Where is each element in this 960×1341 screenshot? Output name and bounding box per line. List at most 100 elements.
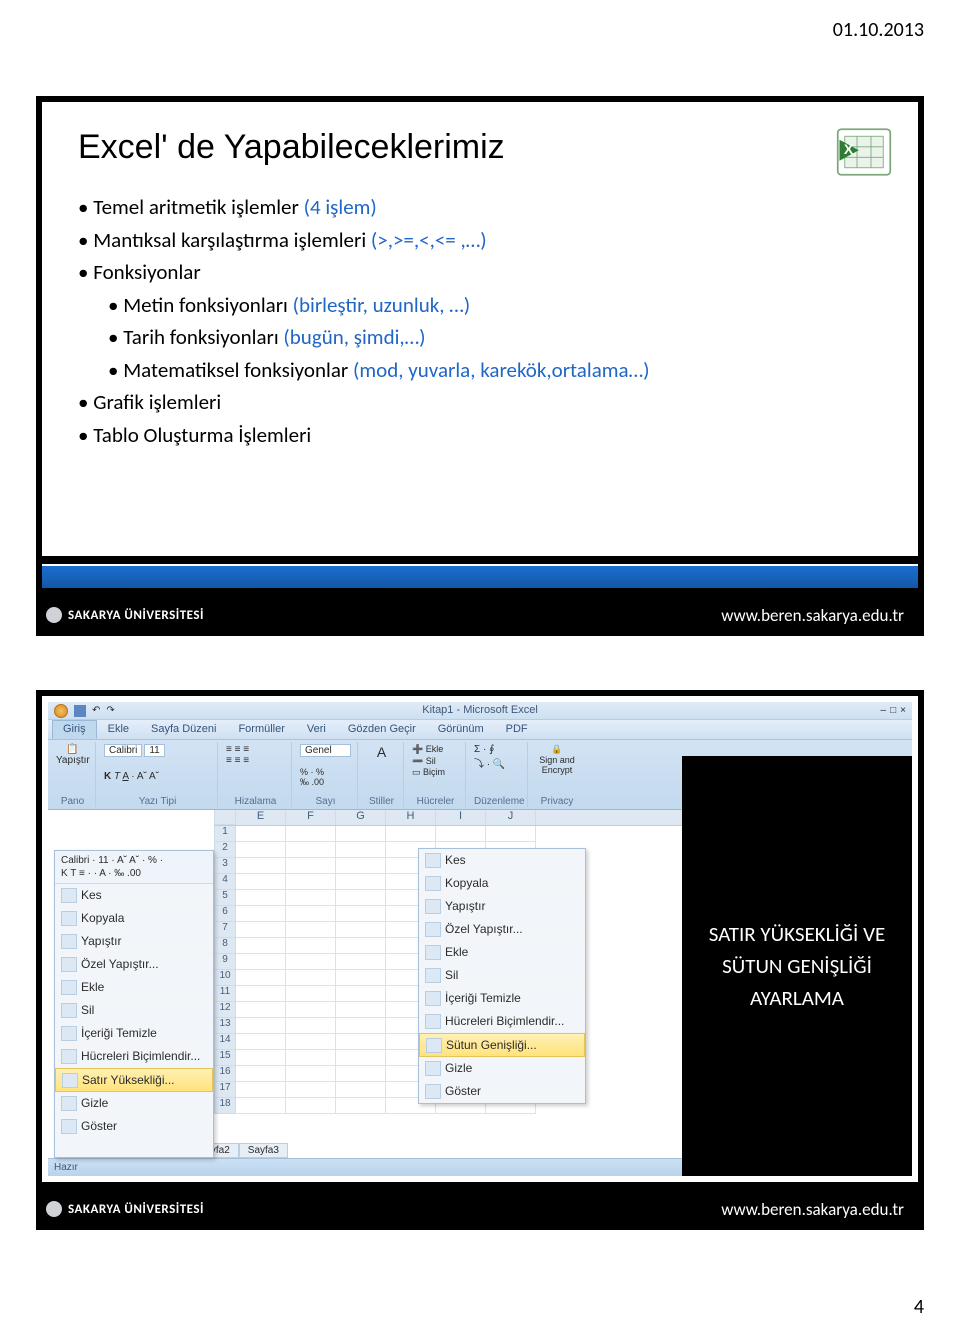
format-button[interactable]: ▭ Biçim — [412, 767, 459, 779]
row-header[interactable]: 14 — [214, 1034, 236, 1050]
ctx2-item[interactable]: İçeriği Temizle — [419, 987, 585, 1010]
italic-button[interactable]: T — [114, 771, 120, 782]
cell[interactable] — [486, 826, 536, 842]
cell[interactable] — [436, 826, 486, 842]
cell[interactable] — [286, 842, 336, 858]
insert-button[interactable]: ➕ Ekle — [412, 744, 459, 756]
cell[interactable] — [286, 1050, 336, 1066]
cell[interactable] — [386, 826, 436, 842]
cell[interactable] — [236, 1066, 286, 1082]
row-header[interactable]: 17 — [214, 1082, 236, 1098]
cell[interactable] — [336, 1066, 386, 1082]
ctx-item[interactable]: Özel Yapıştır... — [55, 953, 213, 976]
ctx-item[interactable]: Yapıştır — [55, 930, 213, 953]
ctx-item[interactable]: Kopyala — [55, 907, 213, 930]
tab-pdf[interactable]: PDF — [495, 720, 539, 739]
ctx2-item[interactable]: Yapıştır — [419, 895, 585, 918]
row-header[interactable]: 1 — [214, 826, 236, 842]
col-header[interactable]: G — [336, 810, 386, 825]
close-icon[interactable]: × — [900, 705, 906, 716]
ctx-item[interactable]: Göster — [55, 1115, 213, 1138]
cell[interactable] — [286, 922, 336, 938]
cell[interactable] — [286, 1066, 336, 1082]
row-header[interactable]: 16 — [214, 1066, 236, 1082]
cell[interactable] — [236, 1018, 286, 1034]
cell[interactable] — [236, 1002, 286, 1018]
ctx-item[interactable]: Gizle — [55, 1092, 213, 1115]
undo-icon[interactable]: ↶ — [92, 705, 100, 716]
cell[interactable] — [236, 906, 286, 922]
ctx-item[interactable]: Ekle — [55, 976, 213, 999]
tab-ekle[interactable]: Ekle — [97, 720, 140, 739]
maximize-icon[interactable]: □ — [890, 705, 896, 716]
sheet-tab-3[interactable]: Sayfa3 — [239, 1143, 288, 1158]
row-header[interactable]: 2 — [214, 842, 236, 858]
tab-veri[interactable]: Veri — [296, 720, 337, 739]
ctx2-item[interactable]: Gizle — [419, 1057, 585, 1080]
cell[interactable] — [236, 1098, 286, 1114]
cell[interactable] — [236, 890, 286, 906]
font-name-dropdown[interactable]: Calibri — [104, 744, 142, 757]
ctx-item[interactable]: İçeriği Temizle — [55, 1022, 213, 1045]
tab-sayfa-duzeni[interactable]: Sayfa Düzeni — [140, 720, 227, 739]
row-header[interactable]: 10 — [214, 970, 236, 986]
row-header[interactable]: 4 — [214, 874, 236, 890]
cell[interactable] — [336, 1018, 386, 1034]
ctx2-item[interactable]: Hücreleri Biçimlendir... — [419, 1010, 585, 1033]
number-buttons[interactable]: % · %‰ .00 — [300, 767, 351, 787]
ctx-item[interactable]: Satır Yüksekliği... — [55, 1068, 213, 1092]
delete-button[interactable]: ➖ Sil — [412, 756, 459, 768]
paste-button[interactable]: 📋Yapıştır — [56, 744, 89, 766]
cell[interactable] — [236, 938, 286, 954]
cell[interactable] — [286, 1002, 336, 1018]
cell[interactable] — [286, 1034, 336, 1050]
ctx-item[interactable]: Sil — [55, 999, 213, 1022]
col-header[interactable]: F — [286, 810, 336, 825]
sign-encrypt-button[interactable]: 🔒Sign and Encrypt — [536, 744, 578, 775]
bold-button[interactable]: K — [104, 771, 111, 782]
cell[interactable] — [336, 970, 386, 986]
row-header[interactable]: 15 — [214, 1050, 236, 1066]
cell[interactable] — [336, 1050, 386, 1066]
cell[interactable] — [236, 874, 286, 890]
ctx-item[interactable]: Hücreleri Biçimlendir... — [55, 1045, 213, 1068]
cell[interactable] — [336, 986, 386, 1002]
col-header[interactable]: H — [386, 810, 436, 825]
cell[interactable] — [236, 970, 286, 986]
cell[interactable] — [336, 842, 386, 858]
ctx-item[interactable]: Kes — [55, 884, 213, 907]
edit-buttons[interactable]: Σ · ∮⤵ · 🔍 — [474, 744, 521, 770]
row-header[interactable]: 3 — [214, 858, 236, 874]
cell[interactable] — [236, 922, 286, 938]
cell[interactable] — [336, 826, 386, 842]
cell[interactable] — [286, 906, 336, 922]
cell[interactable] — [286, 970, 336, 986]
cell[interactable] — [286, 1098, 336, 1114]
cell[interactable] — [236, 1034, 286, 1050]
cell[interactable] — [336, 890, 386, 906]
row-header[interactable]: 12 — [214, 1002, 236, 1018]
tab-giris[interactable]: Giriş — [52, 720, 97, 739]
cell[interactable] — [286, 1082, 336, 1098]
ctx2-item[interactable]: Sütun Genişliği... — [419, 1033, 585, 1057]
cell[interactable] — [286, 954, 336, 970]
cell[interactable] — [286, 890, 336, 906]
cell[interactable] — [236, 1082, 286, 1098]
row-header[interactable]: 6 — [214, 906, 236, 922]
underline-button[interactable]: A — [122, 771, 128, 782]
row-header[interactable]: 8 — [214, 938, 236, 954]
cell[interactable] — [286, 986, 336, 1002]
cell[interactable] — [236, 842, 286, 858]
redo-icon[interactable]: ↷ — [106, 705, 114, 716]
ctx2-item[interactable]: Göster — [419, 1080, 585, 1103]
tab-formuller[interactable]: Formüller — [227, 720, 295, 739]
save-icon[interactable] — [74, 705, 86, 717]
minimize-icon[interactable]: – — [881, 705, 887, 716]
cell[interactable] — [286, 938, 336, 954]
cell[interactable] — [236, 986, 286, 1002]
cell[interactable] — [336, 1034, 386, 1050]
ctx2-item[interactable]: Ekle — [419, 941, 585, 964]
row-header[interactable]: 7 — [214, 922, 236, 938]
cell[interactable] — [336, 1082, 386, 1098]
row-header[interactable]: 18 — [214, 1098, 236, 1114]
